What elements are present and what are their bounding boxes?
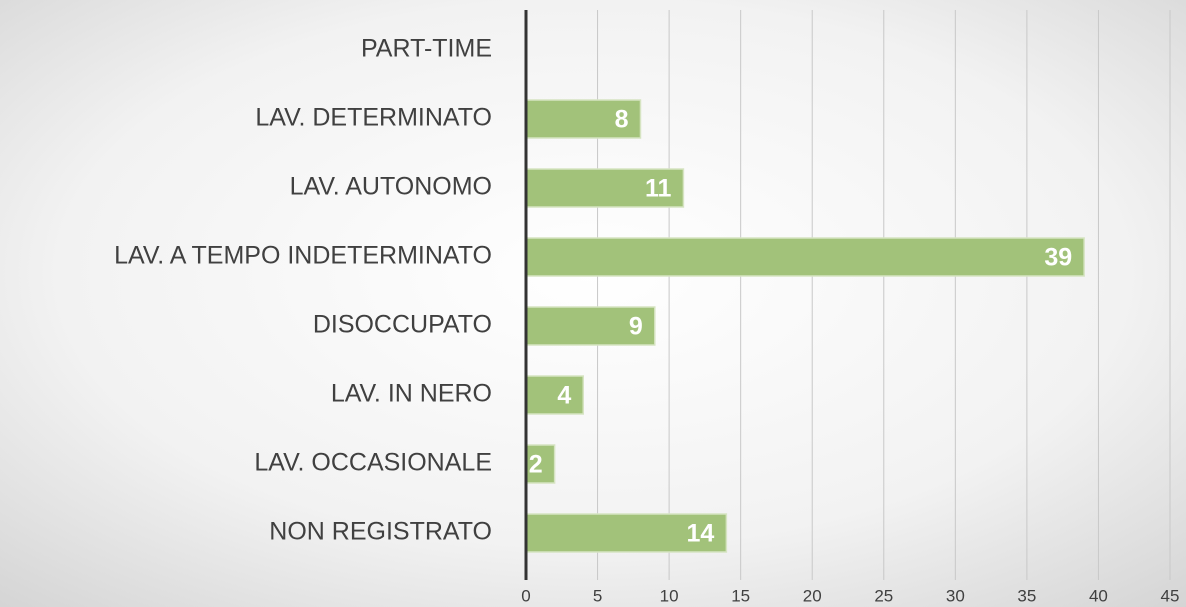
y-tick-label: LAV. A TEMPO INDETERMINATO: [114, 242, 492, 270]
x-tick-label: 25: [874, 586, 893, 605]
bar: [525, 237, 1085, 277]
x-tick-label: 5: [593, 586, 602, 605]
data-label: 4: [557, 382, 571, 410]
x-tick-label: 0: [521, 586, 530, 605]
bar: [525, 375, 584, 415]
y-tick-label: LAV. AUTONOMO: [290, 173, 492, 201]
x-tick-label: 45: [1161, 586, 1180, 605]
x-tick-label: 30: [946, 586, 965, 605]
data-label: 9: [629, 313, 643, 341]
x-tick-label: 40: [1089, 586, 1108, 605]
x-tick-label: 35: [1017, 586, 1036, 605]
data-label: 11: [645, 175, 672, 203]
y-tick-label: DISOCCUPATO: [313, 311, 492, 339]
y-tick-label: NON REGISTRATO: [269, 518, 492, 546]
x-tick-label: 10: [660, 586, 679, 605]
x-tick-label: 20: [803, 586, 822, 605]
bar: [525, 99, 642, 139]
y-tick-label: LAV. IN NERO: [331, 380, 492, 408]
bar: [525, 168, 685, 208]
y-tick-label: PART-TIME: [361, 35, 492, 63]
bar: [525, 444, 556, 484]
data-label: 39: [1044, 244, 1072, 272]
data-label: 14: [687, 520, 715, 548]
data-label: 8: [615, 106, 629, 134]
x-tick-label: 15: [731, 586, 750, 605]
y-tick-label: LAV. DETERMINATO: [255, 104, 492, 132]
data-label: 2: [529, 451, 543, 479]
y-tick-label: LAV. OCCASIONALE: [254, 449, 492, 477]
